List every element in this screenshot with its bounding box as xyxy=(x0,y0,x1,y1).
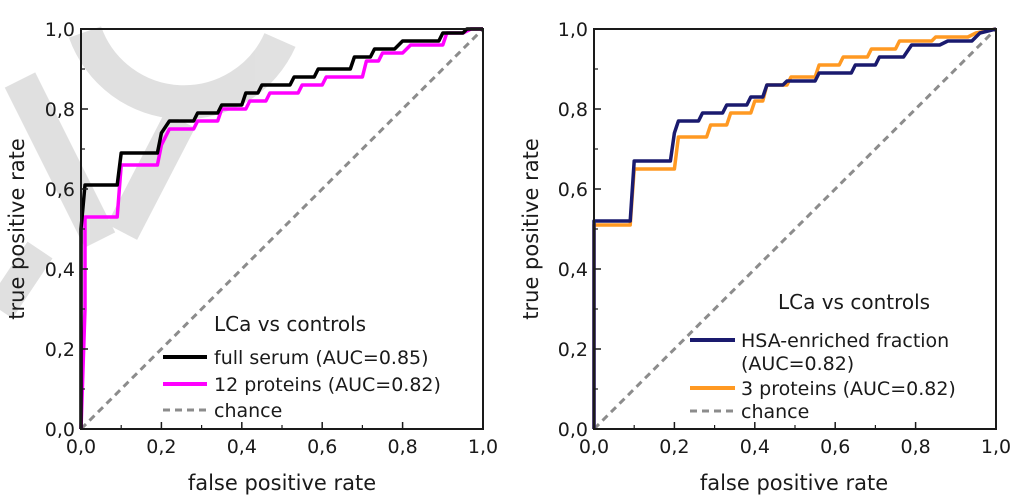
chart-left-x-tick-label: 0,6 xyxy=(307,436,337,458)
chart-left-y-axis-label: true positive rate xyxy=(5,138,29,319)
chart-right-series-hsaenriched-0 xyxy=(592,27,997,429)
chart-left-y-tick-label: 0,8 xyxy=(45,99,75,121)
chart-right-y-tick-label: 0,2 xyxy=(558,339,588,361)
chart-right-x-tick-label: 0,4 xyxy=(740,436,770,458)
chart-left-x-tick-label: 0,4 xyxy=(227,436,257,458)
chart-right-series-3-1 xyxy=(592,27,997,429)
chart-left-legend-title: LCa vs controls xyxy=(214,312,366,336)
chart-left-series-12-1 xyxy=(79,27,483,430)
chart-right-y-axis-label: true positive rate xyxy=(519,138,543,319)
chart-right-legend-title: LCa vs controls xyxy=(778,290,930,314)
chart-right-x-tick-label: 0,0 xyxy=(579,436,609,458)
chart-right-y-tick-label: 0,0 xyxy=(558,419,588,441)
chart-right-x-axis-label: false positive rate xyxy=(700,471,888,495)
chart-left-x-axis-label: false positive rate xyxy=(188,471,376,495)
chart-right-y-tick-label: 1,0 xyxy=(558,19,588,41)
chart-right-series-chance-2 xyxy=(592,27,998,431)
chart-left-series-chance-2 xyxy=(79,27,485,431)
chart-right-legend-label-3-proteins: 3 proteins (AUC=0.82) xyxy=(741,378,956,400)
chart-right-x-tick-label: 0,6 xyxy=(820,436,850,458)
chart-left-legend-label-full-serum: full serum (AUC=0.85) xyxy=(214,347,429,369)
chart-right-legend-label-hsa-line1: HSA-enriched fraction xyxy=(741,330,949,352)
chart-right-legend-label-hsa-line2: (AUC=0.82) xyxy=(741,353,854,375)
chart-left-legend: LCa vs controls full serum (AUC=0.85) 12… xyxy=(163,312,441,422)
chart-right-x-tick-label: 1,0 xyxy=(981,436,1011,458)
chart-right-y-tick-label: 0,6 xyxy=(558,179,588,201)
chart-left-x-tick-label: 1,0 xyxy=(468,436,498,458)
chart-left-series xyxy=(79,27,485,431)
chart-left-ticks: 0,0 0,2 0,4 0,6 0,8 1,0 0,0 0,2 0,4 0,6 0,8 1,0 xyxy=(45,19,498,458)
chart-right-y-tick-label: 0,8 xyxy=(558,99,588,121)
chart-left-y-tick-label: 0,2 xyxy=(45,339,75,361)
chart-left-legend-label-12-proteins: 12 proteins (AUC=0.82) xyxy=(214,374,441,396)
chart-right: 0,0 0,2 0,4 0,6 0,8 1,0 0,0 0,2 0,4 0,6 0,8 1,0 fal… xyxy=(519,19,1011,495)
chart-right-x-tick-label: 0,8 xyxy=(900,436,930,458)
watermark xyxy=(0,25,296,319)
chart-right-ticks: 0,0 0,2 0,4 0,6 0,8 1,0 0,0 0,2 0,4 0,6 0,8 1,0 xyxy=(558,19,1011,458)
chart-left-y-tick-label: 1,0 xyxy=(45,19,75,41)
chart-left-x-tick-label: 0,8 xyxy=(387,436,417,458)
chart-right-x-tick-label: 0,2 xyxy=(659,436,689,458)
chart-right-y-tick-label: 0,4 xyxy=(558,259,588,281)
chart-left-y-tick-label: 0,0 xyxy=(45,419,75,441)
chart-left: 0,0 0,2 0,4 0,6 0,8 1,0 0,0 0,2 0,4 0,6 0,8 1,0 fal… xyxy=(5,19,498,495)
chart-right-series xyxy=(592,27,998,431)
chart-left-series-full-0 xyxy=(79,27,483,429)
chart-right-legend: LCa vs controls HSA-enriched fraction (A… xyxy=(690,290,956,423)
chart-left-y-tick-label: 0,4 xyxy=(45,259,75,281)
chart-left-legend-label-chance: chance xyxy=(214,400,282,422)
chart-left-x-tick-label: 0,0 xyxy=(66,436,96,458)
chart-left-x-tick-label: 0,2 xyxy=(146,436,176,458)
chart-right-legend-label-chance: chance xyxy=(741,401,809,423)
chart-left-y-tick-label: 0,6 xyxy=(45,179,75,201)
